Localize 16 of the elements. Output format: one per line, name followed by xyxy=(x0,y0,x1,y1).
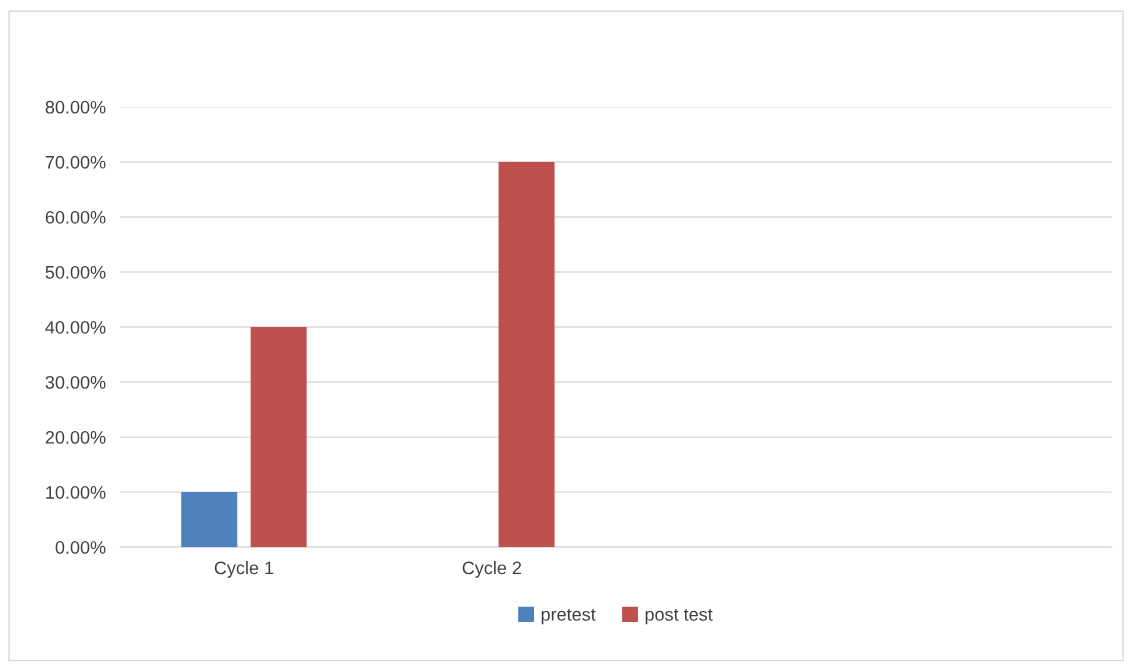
y-tick-label: 70.00% xyxy=(45,155,106,169)
y-tick-label: 40.00% xyxy=(45,320,106,334)
y-tick-label: 20.00% xyxy=(45,431,106,444)
x-tick-label: Cycle 2 xyxy=(462,561,522,578)
legend-label: post test xyxy=(645,608,713,625)
legend-label: pretest xyxy=(541,608,596,625)
bar xyxy=(181,492,238,548)
y-tick-label: 60.00% xyxy=(45,210,106,224)
bar xyxy=(250,327,307,548)
y-tick-label: 30.00% xyxy=(45,375,106,389)
y-tick-label: 0.00% xyxy=(55,541,106,554)
y-tick-label: 10.00% xyxy=(46,486,106,499)
y-tick-label: 50.00% xyxy=(45,265,106,279)
y-tick-label: 80.00% xyxy=(45,100,106,114)
x-tick-label: Cycle 1 xyxy=(214,561,274,578)
bar xyxy=(498,161,555,548)
